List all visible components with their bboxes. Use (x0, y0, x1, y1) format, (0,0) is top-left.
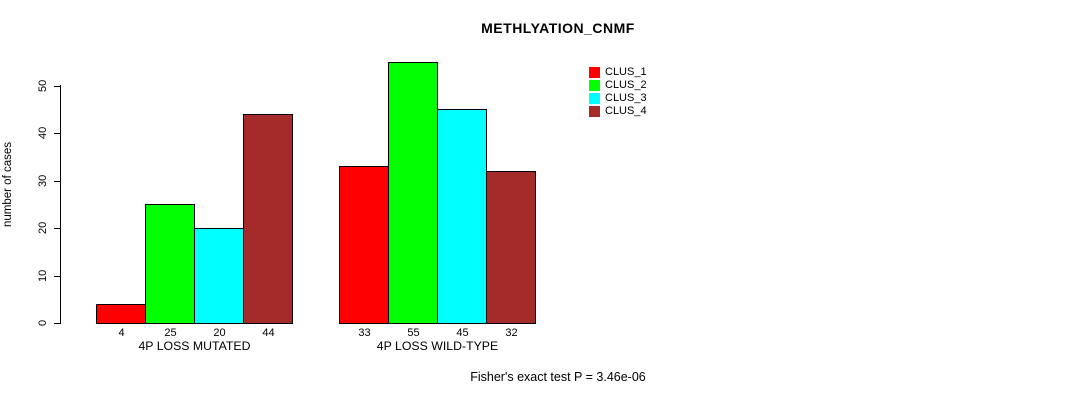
chart-title: METHLYATION_CNMF (481, 20, 635, 36)
y-axis-tick (54, 133, 61, 134)
bar-value-label: 32 (505, 327, 518, 339)
bar-clus_4-group2 (486, 171, 536, 324)
bar-clus_4-group1 (243, 114, 293, 324)
bar-value-label: 4 (118, 327, 125, 339)
bar-clus_1-group1 (96, 304, 146, 324)
group-label: 4P LOSS MUTATED (138, 339, 251, 353)
y-axis-tick (54, 228, 61, 229)
y-axis-tick (54, 85, 61, 87)
bar-value-label: 44 (262, 327, 275, 339)
y-axis-tick-label: 0 (37, 319, 49, 327)
y-axis-tick (54, 180, 61, 182)
y-axis-tick-label: 30 (37, 174, 49, 187)
legend-color-swatch (589, 106, 600, 118)
legend-label: CLUS_3 (605, 92, 647, 105)
group-label: 4P LOSS WILD-TYPE (376, 339, 499, 353)
y-axis-tick-label: 20 (37, 221, 49, 235)
legend-color-swatch (589, 93, 600, 105)
bar-value-label: 25 (164, 327, 177, 339)
legend-item-clus_2: CLUS_2 (589, 77, 647, 92)
legend-label: CLUS_1 (605, 66, 647, 79)
bar-clus_3-group2 (437, 109, 487, 324)
y-axis-tick-label: 40 (37, 126, 49, 140)
y-axis-line (60, 85, 61, 324)
legend-color-swatch (589, 67, 600, 79)
legend-label: CLUS_2 (605, 79, 647, 92)
legend-item-clus_4: CLUS_4 (589, 103, 647, 118)
legend-color-swatch (589, 80, 600, 92)
annotation-text: Fisher's exact test P = 3.46e-06 (470, 370, 646, 384)
bar-value-label: 45 (456, 327, 469, 339)
legend-item-clus_1: CLUS_1 (589, 64, 647, 79)
legend-item-clus_3: CLUS_3 (589, 90, 647, 105)
bar-value-label: 20 (213, 327, 226, 339)
bar-clus_1-group2 (339, 166, 389, 324)
y-axis-title: number of cases (2, 142, 14, 228)
bar-value-label: 55 (407, 327, 420, 339)
y-axis-tick (54, 275, 61, 277)
y-axis-tick-label: 50 (37, 79, 49, 92)
bar-value-label: 33 (358, 327, 371, 339)
legend-label: CLUS_4 (605, 105, 647, 118)
y-axis-tick-label: 10 (37, 269, 49, 282)
y-axis-tick (54, 323, 61, 324)
bar-clus_3-group1 (194, 228, 244, 324)
bar-clus_2-group2 (388, 62, 438, 324)
legend: CLUS_1 CLUS_2 CLUS_3 CLUS_4 (589, 64, 647, 118)
bar-clus_2-group1 (145, 204, 195, 324)
